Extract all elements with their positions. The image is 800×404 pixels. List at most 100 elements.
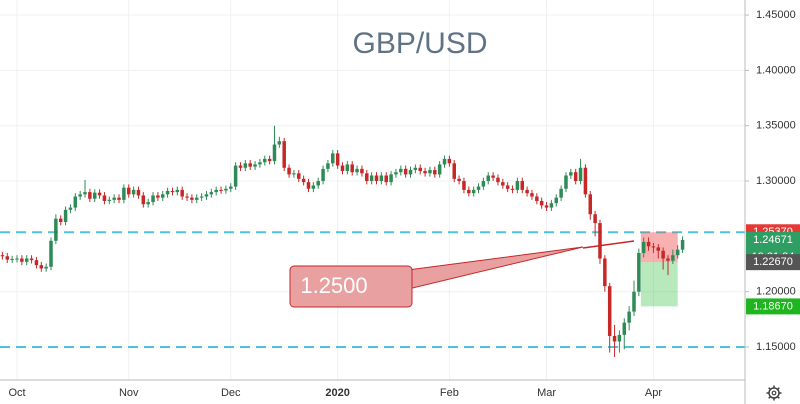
candle-body xyxy=(675,249,680,256)
gear-hub xyxy=(771,390,777,396)
candle-body xyxy=(248,163,252,167)
candle-body xyxy=(97,192,102,196)
candle-body xyxy=(374,175,379,182)
candle-body xyxy=(505,185,510,189)
candle-body xyxy=(515,181,520,190)
candle-body xyxy=(258,162,262,165)
candle-body xyxy=(617,334,622,342)
candle-body xyxy=(360,168,364,174)
axis: 1.45000 1.40000 1.35000 1.30000 1.20000 1.150… xyxy=(8,9,800,399)
candle-body xyxy=(593,214,597,224)
candle-body xyxy=(355,168,359,173)
chart-title: GBP/USD xyxy=(352,27,487,60)
candle-body xyxy=(520,181,525,190)
candle-body xyxy=(112,197,116,200)
candle-body xyxy=(408,169,413,175)
candle-body xyxy=(369,175,374,182)
candle-body xyxy=(603,258,607,287)
candle-body xyxy=(5,256,10,260)
candle-body xyxy=(34,260,39,266)
callout-box xyxy=(289,265,413,308)
candle-body xyxy=(267,158,272,162)
candle-body xyxy=(598,223,602,259)
candle-body xyxy=(102,195,107,201)
candle-body xyxy=(530,193,534,197)
candle-body xyxy=(501,182,505,186)
candle-body xyxy=(73,196,78,208)
candle-body xyxy=(229,186,233,189)
price-label: 1.22670 xyxy=(753,256,793,268)
candle-body xyxy=(54,218,58,241)
candle-body xyxy=(428,169,432,174)
candle-body xyxy=(467,189,471,194)
candle-body xyxy=(418,167,422,172)
y-tick-label: 1.20000 xyxy=(756,286,796,298)
candle-body xyxy=(651,246,656,248)
candle-body xyxy=(282,141,286,168)
candle-body xyxy=(433,169,437,175)
y-tick-label: 1.45000 xyxy=(756,9,796,21)
candle-body xyxy=(462,181,466,190)
gear-teeth xyxy=(766,385,782,401)
candle-body xyxy=(544,205,549,208)
candle-body xyxy=(671,255,675,261)
candle-body xyxy=(399,168,403,173)
candle-body xyxy=(272,144,277,162)
candle-body xyxy=(126,187,131,195)
candle-body xyxy=(243,163,248,168)
candle-body xyxy=(335,153,340,166)
candle-body xyxy=(637,252,641,292)
candle-body xyxy=(413,167,418,170)
candle-body xyxy=(549,203,554,208)
x-tick-label: Feb xyxy=(440,387,459,399)
candle-body xyxy=(78,194,82,197)
candle-body xyxy=(471,189,476,194)
candle-body xyxy=(573,172,578,182)
candle-body xyxy=(326,163,330,169)
candle-body xyxy=(525,189,529,194)
candle-body xyxy=(136,189,141,196)
candle-body xyxy=(44,266,48,269)
candle-body xyxy=(117,197,121,200)
candle-body xyxy=(442,158,447,165)
candle-body xyxy=(389,174,393,183)
candle-body xyxy=(146,202,150,205)
candle-body xyxy=(457,178,461,182)
candle-body xyxy=(253,164,257,167)
y-tick-label: 1.35000 xyxy=(756,120,796,132)
trend-line xyxy=(582,240,635,249)
candle-body xyxy=(24,258,29,262)
candle-body xyxy=(569,172,573,176)
candle-body xyxy=(39,265,44,269)
candle-body xyxy=(539,200,544,206)
candle-body xyxy=(559,188,563,198)
candle-body xyxy=(350,164,354,173)
candle-body xyxy=(486,175,490,182)
candle-body xyxy=(316,181,320,186)
candle-body xyxy=(0,255,5,257)
x-tick-label: Mar xyxy=(537,387,556,399)
candle-body xyxy=(10,259,14,261)
candle-body xyxy=(491,175,495,178)
candle-body xyxy=(88,192,92,199)
candle-body xyxy=(107,199,112,201)
candle-body xyxy=(510,188,515,190)
x-tick-label: Oct xyxy=(8,387,25,399)
candle-body xyxy=(661,250,665,259)
candle-body xyxy=(632,291,636,312)
candle-body xyxy=(583,167,588,195)
candle-body xyxy=(564,175,568,189)
y-tick-label: 1.40000 xyxy=(756,64,796,76)
candle-body xyxy=(306,182,311,189)
settings-icon[interactable] xyxy=(766,385,782,401)
candle-body xyxy=(165,190,170,195)
candle-body xyxy=(180,189,184,197)
candles xyxy=(0,125,685,357)
price-label-box xyxy=(746,298,800,315)
x-tick-label: 2020 xyxy=(325,387,349,399)
candle-body xyxy=(122,187,126,200)
candle-body xyxy=(15,258,19,260)
candle-body xyxy=(92,192,97,199)
candle-body xyxy=(403,168,408,175)
